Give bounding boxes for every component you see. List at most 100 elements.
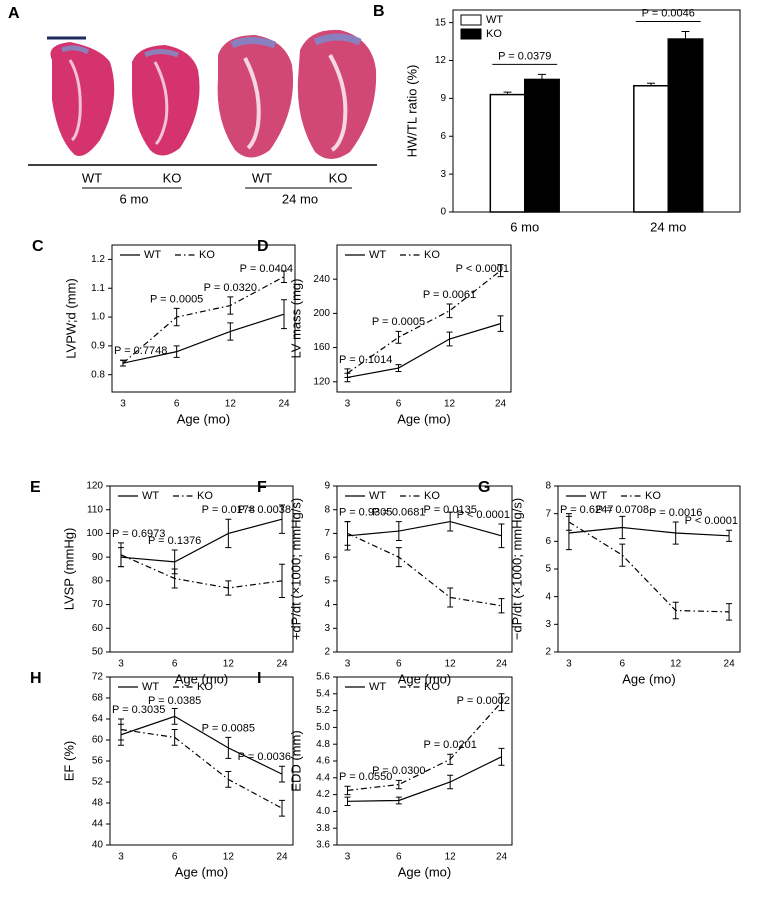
series-line bbox=[568, 526, 730, 537]
panel-label: D bbox=[257, 238, 269, 255]
chart-panel: F 2 3 4 5 6 7 8 9 +dP/dt (×1000; mmHg/s) Age (mo) 3… bbox=[257, 479, 513, 686]
error-bar bbox=[227, 322, 234, 341]
x-axis-label: Age (mo) bbox=[622, 671, 675, 686]
y-tick-label: 68 bbox=[92, 693, 104, 704]
age-label: 6 mo bbox=[120, 191, 149, 206]
y-tick-label: 120 bbox=[86, 481, 103, 492]
x-tick-label: 12 bbox=[223, 852, 235, 863]
heart-section bbox=[132, 45, 200, 156]
p-value: P = 0.0046 bbox=[642, 7, 695, 19]
p-value: P = 0.0002 bbox=[457, 695, 510, 707]
bar bbox=[524, 78, 560, 213]
y-tick-label: 4 bbox=[324, 599, 330, 610]
x-tick-label: 24 mo bbox=[650, 219, 686, 234]
p-value: P = 0.0061 bbox=[423, 289, 476, 301]
x-tick-label: 3 bbox=[566, 659, 572, 670]
legend-label: WT bbox=[369, 681, 386, 693]
error-bar bbox=[171, 568, 178, 589]
plot-frame bbox=[111, 244, 296, 393]
error-bar bbox=[171, 708, 178, 725]
p-value: P = 0.0708 bbox=[596, 504, 649, 516]
p-value: P = 0.0404 bbox=[240, 263, 293, 275]
y-tick-label: 4.6 bbox=[316, 756, 330, 767]
x-tick-label: 24 bbox=[724, 659, 736, 670]
y-tick-label: 5.4 bbox=[316, 688, 330, 699]
y-tick-label: 1.1 bbox=[91, 283, 105, 294]
x-tick-label: 6 bbox=[396, 399, 402, 410]
y-tick-label: 5.2 bbox=[316, 705, 330, 716]
y-tick-label: 4 bbox=[545, 591, 551, 602]
legend-label: KO bbox=[424, 681, 440, 693]
series-line bbox=[347, 756, 502, 802]
x-axis-label: Age (mo) bbox=[175, 671, 228, 686]
y-tick-label: 4.2 bbox=[316, 789, 330, 800]
legend-label: KO bbox=[424, 490, 440, 502]
p-value: P = 0.0178 bbox=[202, 504, 255, 516]
y-tick-label: 4.8 bbox=[316, 739, 330, 750]
y-tick-label: 3.6 bbox=[316, 840, 330, 851]
group-label: WT bbox=[252, 170, 272, 185]
y-tick-label: 48 bbox=[92, 798, 104, 809]
p-value: P = 0.0379 bbox=[498, 50, 551, 62]
p-value: P = 0.1376 bbox=[148, 535, 201, 547]
x-tick-label: 6 bbox=[172, 852, 178, 863]
x-tick-label: 12 bbox=[225, 399, 237, 410]
error-bar bbox=[447, 587, 454, 608]
y-tick-label: 110 bbox=[87, 504, 103, 515]
error-bar bbox=[498, 693, 505, 712]
bar bbox=[489, 93, 526, 213]
x-tick-label: 24 bbox=[276, 852, 288, 863]
x-tick-label: 3 bbox=[118, 852, 124, 863]
p-value: P = 0.0005 bbox=[372, 316, 425, 328]
legend-label: WT bbox=[590, 490, 607, 502]
error-bar bbox=[281, 299, 288, 330]
y-tick-label: 9 bbox=[324, 481, 330, 492]
x-tick-label: 24 bbox=[276, 659, 288, 670]
error-bar bbox=[672, 521, 679, 545]
y-axis-label: EF (%) bbox=[61, 741, 76, 781]
y-tick-label: 6 bbox=[324, 552, 330, 563]
y-tick-label: 3 bbox=[440, 169, 446, 180]
y-tick-label: 0.9 bbox=[91, 341, 105, 352]
y-tick-label: 80 bbox=[92, 575, 104, 586]
p-value: P < 0.0001 bbox=[456, 263, 509, 275]
p-value: P = 0.6973 bbox=[112, 528, 165, 540]
x-tick-label: 3 bbox=[345, 852, 351, 863]
error-bar bbox=[497, 264, 504, 278]
error-bar bbox=[446, 331, 453, 347]
chart-panel: B 0 3 6 9 12 15 HW/TL ratio (%) 6 mo P = 0.0379 24… bbox=[373, 3, 741, 234]
y-axis-label: EDD (mm) bbox=[288, 730, 303, 791]
error-bar bbox=[537, 73, 546, 80]
legend-label: KO bbox=[197, 490, 213, 502]
error-bar bbox=[447, 511, 454, 532]
error-bar bbox=[619, 543, 626, 567]
panel-a: A WT KO 6 mo WT KO 24 mo bbox=[8, 5, 377, 206]
error-bar bbox=[395, 547, 402, 568]
group-label: KO bbox=[163, 170, 182, 185]
legend-swatch bbox=[460, 14, 482, 26]
p-value: P = 0.9305 bbox=[339, 506, 392, 518]
y-axis-label: LVSP (mmHg) bbox=[61, 528, 76, 611]
error-bar bbox=[225, 580, 232, 596]
error-bar bbox=[344, 796, 351, 807]
error-bar bbox=[498, 598, 505, 614]
y-tick-label: 6 bbox=[545, 536, 551, 547]
y-tick-label: 60 bbox=[92, 735, 104, 746]
error-bar bbox=[225, 518, 232, 549]
group-label: KO bbox=[329, 170, 348, 185]
error-bar bbox=[281, 270, 288, 283]
error-bar bbox=[279, 799, 286, 817]
error-bar bbox=[395, 364, 402, 372]
x-tick-label: 3 bbox=[118, 659, 124, 670]
error-bar bbox=[173, 307, 180, 327]
legend-label: WT bbox=[142, 681, 159, 693]
y-tick-label: 1.0 bbox=[91, 312, 105, 323]
p-value: P = 0.0016 bbox=[649, 507, 702, 519]
plot-frame bbox=[336, 485, 513, 653]
y-axis-label: −dP/dt (×1000; mmHg/s) bbox=[509, 498, 524, 640]
heart-section bbox=[217, 35, 294, 158]
y-tick-label: 120 bbox=[313, 376, 330, 387]
series-line bbox=[347, 270, 501, 374]
panel-label: A bbox=[8, 5, 20, 22]
y-tick-label: 4.4 bbox=[316, 772, 330, 783]
